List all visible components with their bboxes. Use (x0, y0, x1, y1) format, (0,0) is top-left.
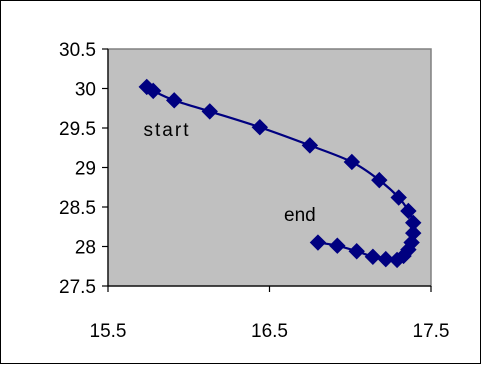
data-point (145, 82, 162, 100)
axes: 27.5 28 28.5 29 29.5 30 30.5 15.5 16.5 17.5 (59, 40, 449, 342)
x-tick-label: 16.5 (251, 321, 288, 342)
annotation-start: start (144, 120, 191, 141)
data-point (166, 92, 183, 109)
annotation-layer: start end (144, 120, 316, 226)
data-point (371, 171, 388, 189)
x-tick-label: 17.5 (413, 321, 450, 342)
data-point (309, 234, 327, 251)
y-tick-label: 27.5 (59, 277, 96, 298)
data-point (301, 137, 319, 154)
data-point (348, 243, 365, 260)
data-point (364, 248, 382, 265)
annotation-end: end (284, 205, 316, 226)
y-tick-label: 30 (75, 80, 96, 101)
y-tick-label: 28.5 (59, 198, 96, 219)
y-tick-label: 29.5 (59, 119, 96, 140)
data-point (329, 237, 346, 254)
series-layer (138, 78, 422, 269)
y-tick-label: 28 (75, 238, 96, 259)
y-tick-label: 30.5 (59, 40, 96, 61)
data-point (201, 103, 218, 120)
x-tick-label: 15.5 (90, 321, 127, 342)
data-point (390, 189, 407, 206)
data-point (400, 202, 417, 220)
data-point (251, 119, 269, 136)
data-point (343, 153, 361, 171)
plot-area (107, 48, 432, 287)
y-tick-label: 29 (75, 159, 96, 180)
